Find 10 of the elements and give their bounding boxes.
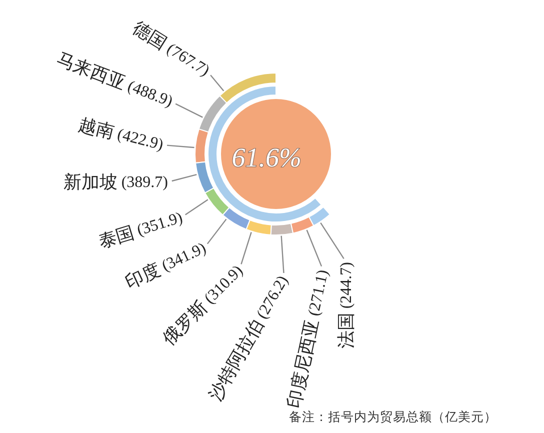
slice-label: 印度	[122, 258, 164, 294]
data-label: (244.7)	[338, 262, 354, 313]
slice-label: 法国	[336, 312, 356, 349]
slice-label: 马来西亚	[54, 48, 128, 94]
data-label: (389.7)	[117, 174, 168, 190]
slice-label: 泰国	[96, 222, 137, 252]
slice-label: 越南	[76, 114, 116, 143]
text: 备注：括号内为贸易总额（亿美元）	[289, 410, 497, 425]
data-label: 61.6%	[232, 142, 302, 173]
slice-label: 新加坡	[63, 172, 118, 192]
